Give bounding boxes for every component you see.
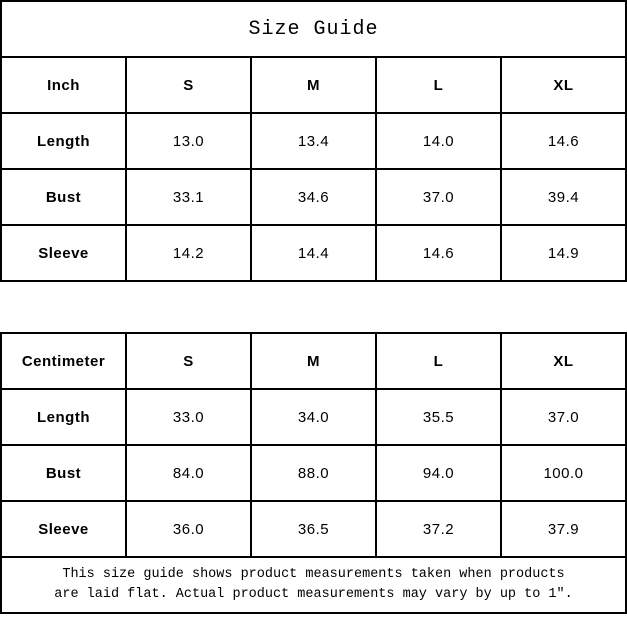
measurement-cell: 94.0	[375, 444, 502, 502]
measurement-cell: 36.0	[125, 500, 252, 558]
measurement-cell: 37.2	[375, 500, 502, 558]
measurement-cell: 13.4	[250, 112, 377, 170]
row-label-sleeve: Sleeve	[0, 224, 127, 282]
measurement-cell: 14.9	[500, 224, 627, 282]
measurement-cell: 33.0	[125, 388, 252, 446]
row-label-bust: Bust	[0, 444, 127, 502]
row-label-bust: Bust	[0, 168, 127, 226]
row-label-length: Length	[0, 388, 127, 446]
measurement-cell: 14.6	[500, 112, 627, 170]
inch-length-row: Length 13.0 13.4 14.0 14.6	[0, 112, 627, 170]
size-guide-title-text: Size Guide	[248, 17, 379, 41]
measurement-cell: 14.2	[125, 224, 252, 282]
size-col-header-s: S	[125, 56, 252, 114]
measurement-cell: 36.5	[250, 500, 377, 558]
size-col-header-l: L	[375, 56, 502, 114]
centimeter-table: Centimeter S M L XL Length 33.0 34.0 35.…	[0, 332, 627, 558]
measurement-cell: 88.0	[250, 444, 377, 502]
table-gap	[0, 282, 627, 332]
measurement-cell: 37.0	[500, 388, 627, 446]
size-note-line1: This size guide shows product measuremen…	[62, 567, 565, 582]
centimeter-bust-row: Bust 84.0 88.0 94.0 100.0	[0, 444, 627, 502]
inch-unit-header-cell: Inch	[0, 56, 127, 114]
measurement-cell: 14.6	[375, 224, 502, 282]
size-col-header-xl: XL	[500, 56, 627, 114]
measurement-cell: 13.0	[125, 112, 252, 170]
inch-sleeve-row: Sleeve 14.2 14.4 14.6 14.9	[0, 224, 627, 282]
inch-header-row: Inch S M L XL	[0, 56, 627, 114]
size-col-header-m: M	[250, 56, 377, 114]
measurement-cell: 34.0	[250, 388, 377, 446]
inch-bust-row: Bust 33.1 34.6 37.0 39.4	[0, 168, 627, 226]
measurement-cell: 84.0	[125, 444, 252, 502]
measurement-cell: 33.1	[125, 168, 252, 226]
row-label-sleeve: Sleeve	[0, 500, 127, 558]
size-note: This size guide shows product measuremen…	[0, 556, 627, 614]
centimeter-length-row: Length 33.0 34.0 35.5 37.0	[0, 388, 627, 446]
measurement-cell: 100.0	[500, 444, 627, 502]
size-col-header-xl: XL	[500, 332, 627, 390]
centimeter-unit-header-cell: Centimeter	[0, 332, 127, 390]
centimeter-sleeve-row: Sleeve 36.0 36.5 37.2 37.9	[0, 500, 627, 558]
size-col-header-s: S	[125, 332, 252, 390]
measurement-cell: 14.0	[375, 112, 502, 170]
row-label-length: Length	[0, 112, 127, 170]
size-col-header-m: M	[250, 332, 377, 390]
measurement-cell: 39.4	[500, 168, 627, 226]
size-note-line2: are laid flat. Actual product measuremen…	[54, 587, 573, 602]
measurement-cell: 35.5	[375, 388, 502, 446]
measurement-cell: 34.6	[250, 168, 377, 226]
inch-table: Inch S M L XL Length 13.0 13.4 14.0 14.6…	[0, 56, 627, 282]
measurement-cell: 14.4	[250, 224, 377, 282]
measurement-cell: 37.9	[500, 500, 627, 558]
centimeter-header-row: Centimeter S M L XL	[0, 332, 627, 390]
measurement-cell: 37.0	[375, 168, 502, 226]
size-col-header-l: L	[375, 332, 502, 390]
size-guide-title: Size Guide	[0, 0, 627, 58]
